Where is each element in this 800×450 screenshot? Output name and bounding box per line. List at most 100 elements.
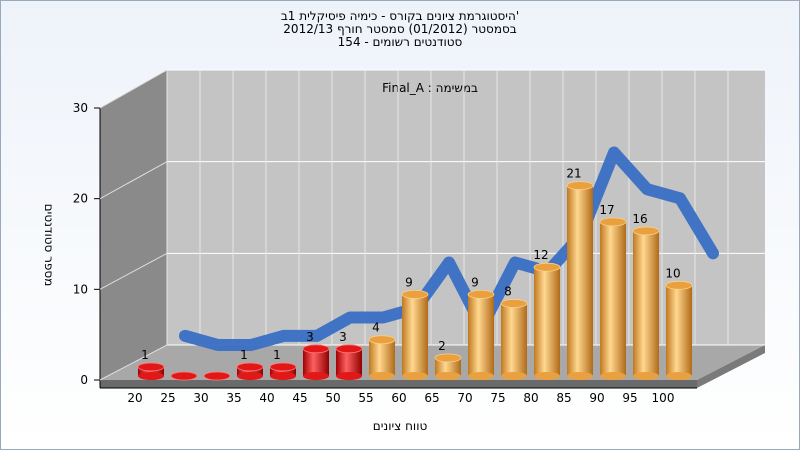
bar-body <box>303 348 329 376</box>
bar-body <box>633 230 659 376</box>
bar-body <box>435 357 461 376</box>
bar-top <box>401 289 429 299</box>
bar <box>500 299 528 380</box>
bar-top <box>467 289 495 299</box>
data-label: 1 <box>273 348 281 362</box>
bar-body <box>402 294 428 376</box>
bar-top <box>335 344 363 354</box>
floor-side <box>697 345 765 388</box>
x-tick-label: 65 <box>424 391 439 405</box>
bar-top <box>203 371 231 381</box>
bar <box>236 362 264 380</box>
bar <box>533 262 561 380</box>
bar-bottom <box>567 372 593 380</box>
data-label: 17 <box>599 203 614 217</box>
grid-line <box>99 344 168 381</box>
x-axis-label: טווח ציונים <box>373 419 428 433</box>
x-tick-label: 95 <box>622 391 637 405</box>
bar-top <box>302 344 330 354</box>
bar <box>599 217 627 380</box>
bar-body <box>501 303 527 376</box>
x-tick-label: 50 <box>325 391 340 405</box>
x-tick-label: 100 <box>652 391 675 405</box>
data-label: 3 <box>339 330 347 344</box>
x-tick-label: 60 <box>391 391 406 405</box>
bar-top <box>434 353 462 363</box>
x-tick-label: 25 <box>160 391 175 405</box>
bar-bottom <box>303 372 329 380</box>
bar <box>566 181 594 380</box>
bar-bottom <box>600 372 626 380</box>
bar-body <box>237 366 263 376</box>
left-wall <box>100 70 167 380</box>
bar-body <box>468 294 494 376</box>
x-tick-label: 85 <box>556 391 571 405</box>
bar-top <box>566 181 594 191</box>
bar-body <box>600 221 626 376</box>
annotation: Final_A : במשימה <box>382 81 478 95</box>
x-tick-label: 40 <box>259 391 274 405</box>
bar-body <box>567 185 593 376</box>
bar <box>632 226 660 380</box>
bar-body <box>534 267 560 376</box>
line-ribbon <box>179 146 719 351</box>
bar-body <box>369 339 395 376</box>
bar <box>467 289 495 380</box>
x-tick-label: 70 <box>457 391 472 405</box>
floor <box>100 345 765 380</box>
data-label: 1 <box>240 348 248 362</box>
bar-bottom <box>270 372 296 380</box>
x-tick-label: 35 <box>226 391 241 405</box>
data-label: 21 <box>566 167 581 181</box>
bar <box>434 353 462 380</box>
y-axis-label: מספר סטודנטים <box>42 204 56 287</box>
floor-edge <box>100 380 697 388</box>
bar-bottom <box>435 372 461 380</box>
x-tick-label: 80 <box>523 391 538 405</box>
x-tick-label: 45 <box>292 391 307 405</box>
bar-body <box>336 348 362 376</box>
bar <box>170 371 198 381</box>
bar <box>269 362 297 380</box>
bar-top <box>665 280 693 290</box>
data-label: 16 <box>632 212 647 226</box>
data-label: 9 <box>471 275 479 289</box>
y-tick-label: 20 <box>73 192 88 206</box>
chart-title: היסטוגרמת ציונים בקורס - כימיה פיסיקלית … <box>281 9 519 23</box>
bar-body <box>270 366 296 376</box>
bar-bottom <box>468 372 494 380</box>
bar-top <box>632 226 660 236</box>
data-label: 4 <box>372 321 380 335</box>
data-label: 1 <box>141 348 149 362</box>
bar-top <box>269 362 297 372</box>
y-tick-label: 10 <box>73 282 88 296</box>
data-label: 3 <box>306 330 314 344</box>
bar <box>401 289 429 380</box>
bar-body <box>666 285 692 376</box>
bar-bottom <box>633 372 659 380</box>
x-tick-label: 75 <box>490 391 505 405</box>
bar-top <box>599 217 627 227</box>
bar <box>335 344 363 380</box>
bar-bottom <box>534 372 560 380</box>
data-label: 10 <box>665 266 680 280</box>
data-label: 9 <box>405 275 413 289</box>
chart-subtitle: 154 - סטודנטים רשומים <box>338 35 463 49</box>
bar-bottom <box>501 372 527 380</box>
bar-top <box>170 371 198 381</box>
bar <box>137 362 165 380</box>
bar <box>665 280 693 380</box>
chart-subtitle: בסמסטר (01/2012) סמסטר חורף 2012/13 <box>283 22 516 36</box>
y-tick-label: 30 <box>73 101 88 115</box>
x-tick-label: 20 <box>127 391 142 405</box>
bar-top <box>533 262 561 272</box>
bar-top <box>368 335 396 345</box>
y-tick-label: 0 <box>80 373 88 387</box>
bar-body <box>138 366 164 376</box>
x-tick-label: 30 <box>193 391 208 405</box>
bar <box>203 371 231 381</box>
bar-bottom <box>666 372 692 380</box>
bar <box>302 344 330 380</box>
